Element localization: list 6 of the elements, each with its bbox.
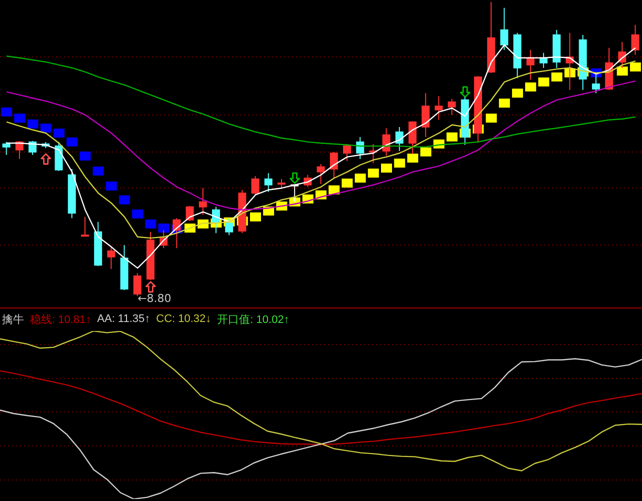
text: 开口值: 10.02↑: [217, 312, 290, 326]
annotation: ←8.80: [138, 292, 172, 305]
legend-title: 擒牛: [2, 312, 24, 326]
text: AA: 11.35↑: [97, 313, 150, 325]
text: CC: 10.32↓: [156, 313, 212, 325]
text: 稳线: 10.81↑: [30, 312, 92, 326]
